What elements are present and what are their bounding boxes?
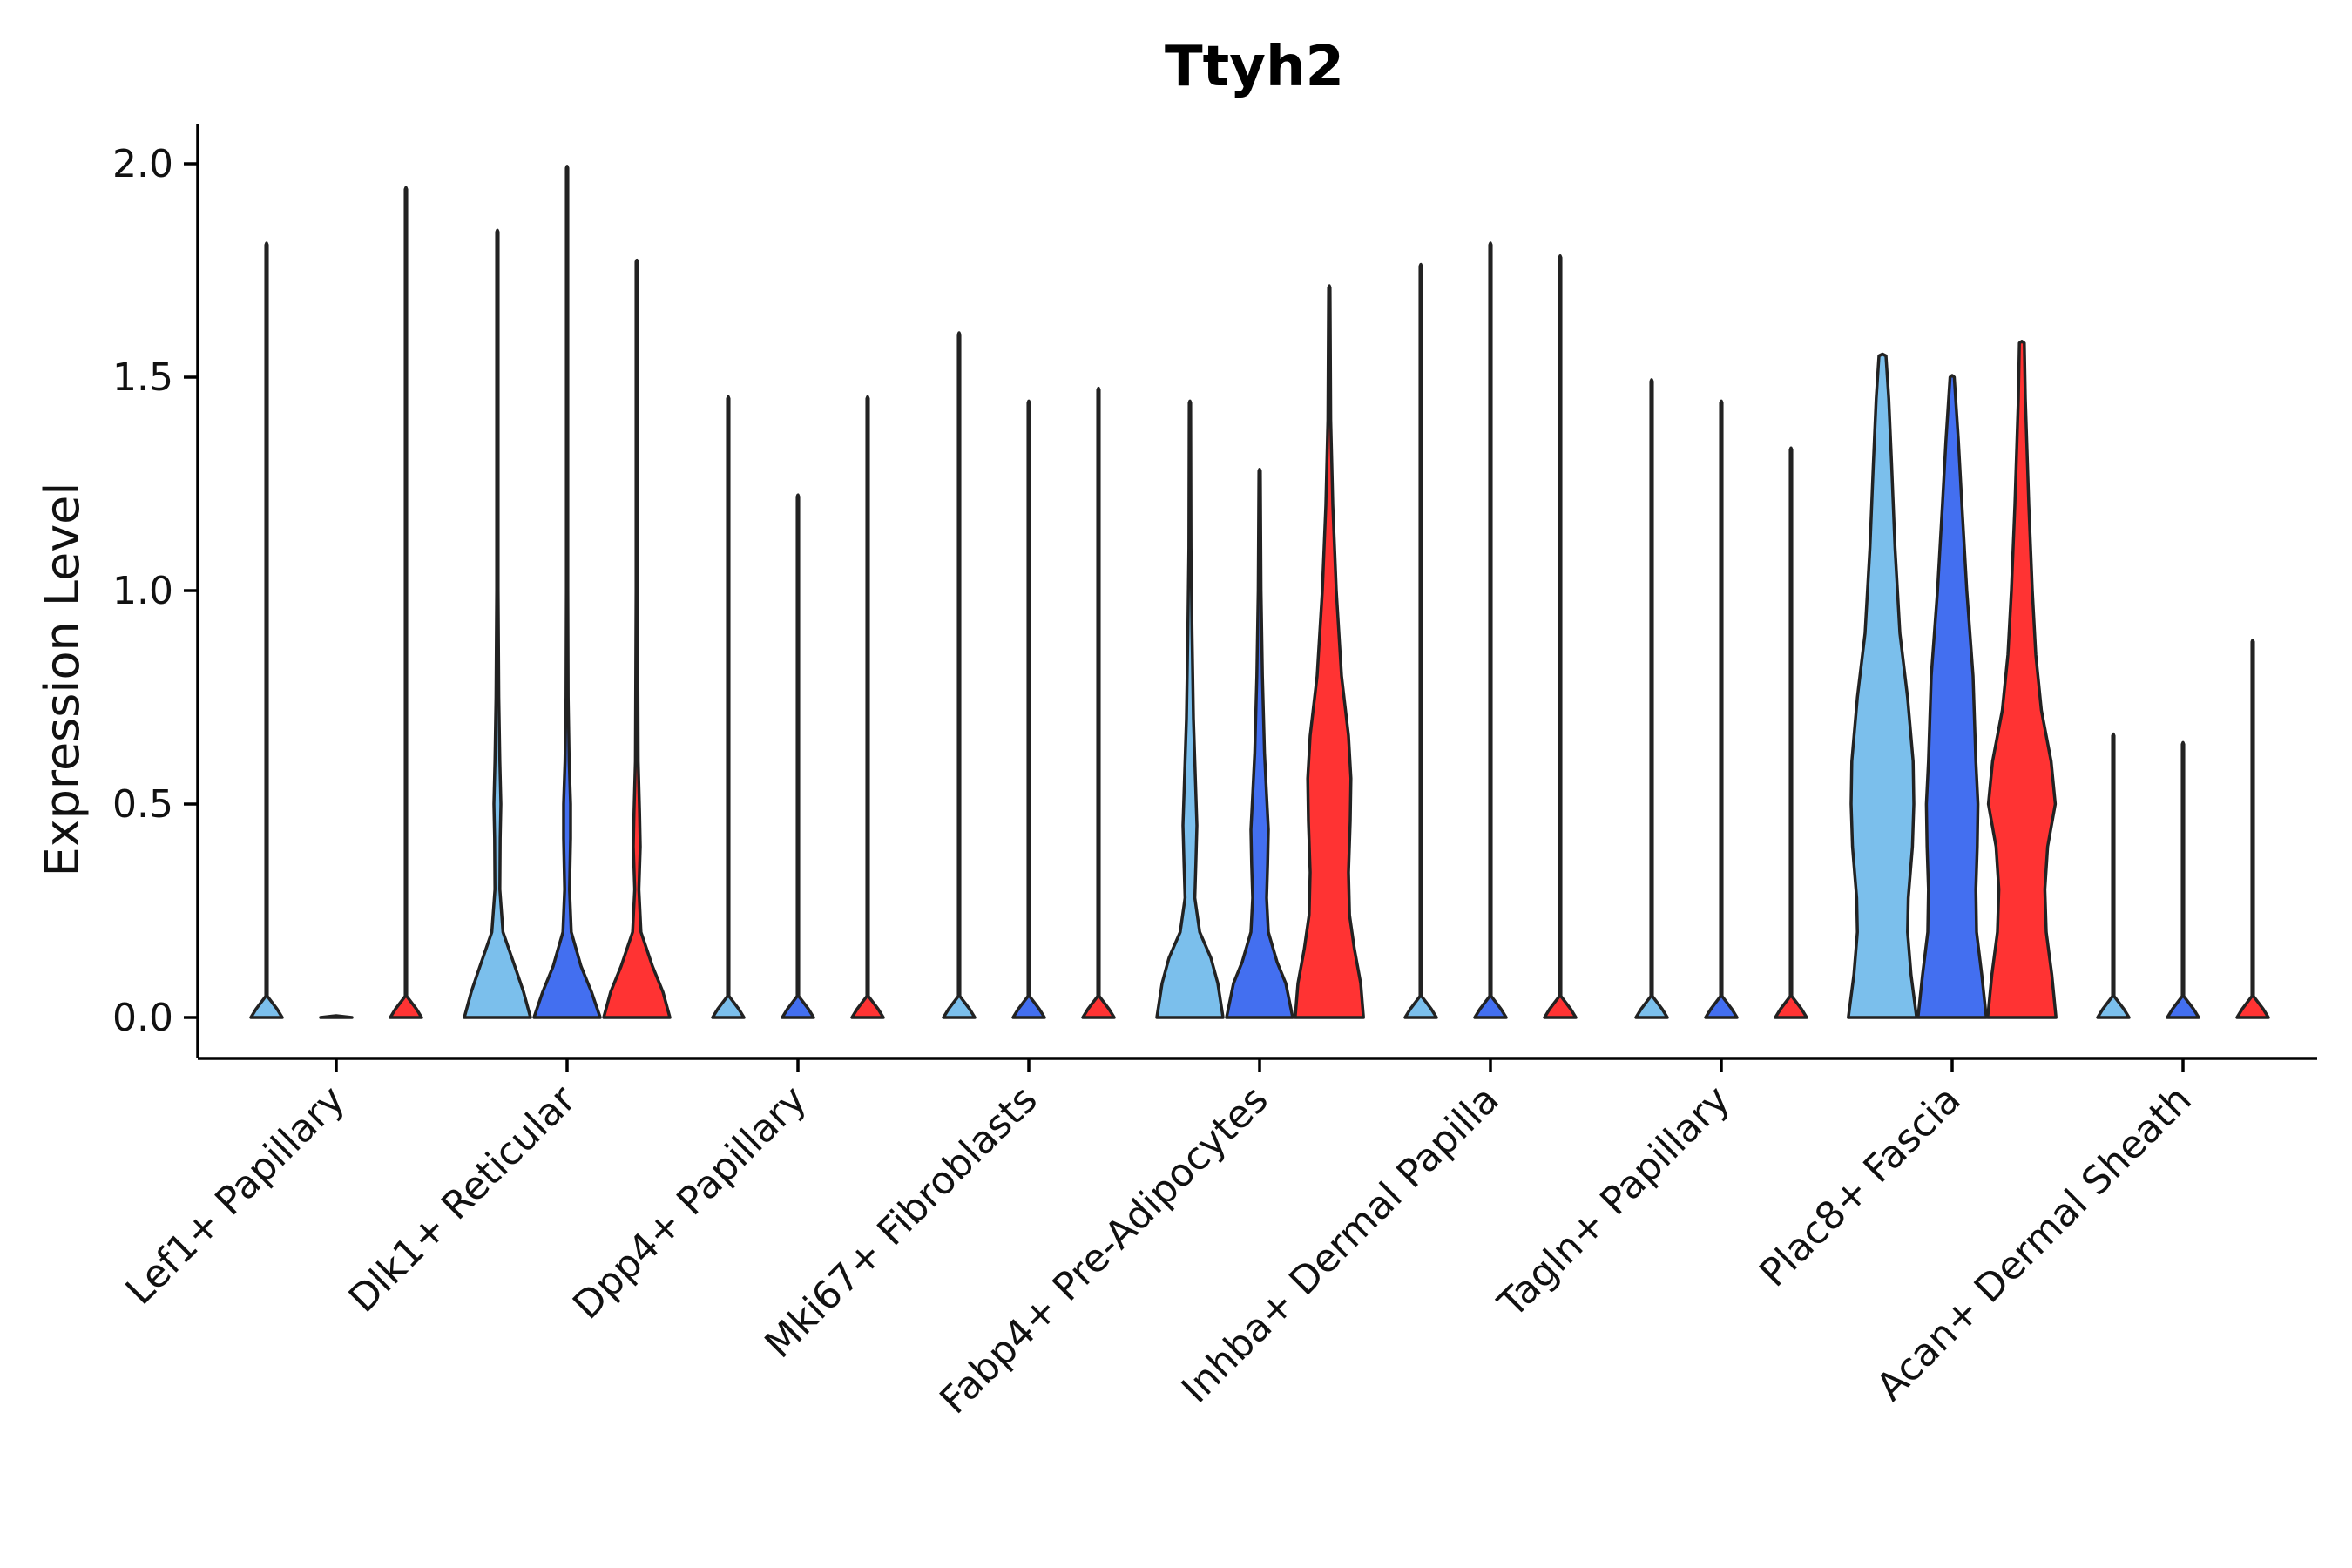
x-tick-label: Dpp4+ Papillary	[564, 1078, 815, 1328]
violin-8-1	[2166, 740, 2200, 1019]
violin-1-2	[602, 258, 672, 1019]
y-tick-label: 1.0	[112, 569, 173, 613]
violin-1-1	[532, 165, 602, 1019]
violin-4-2	[1294, 284, 1365, 1019]
violin-4-0	[1155, 399, 1225, 1019]
violin-2-2	[850, 395, 885, 1019]
violin-6-2	[1774, 446, 1808, 1019]
violin-2-1	[781, 493, 815, 1019]
violin-3-1	[1011, 399, 1046, 1019]
violin-0-2	[389, 186, 423, 1019]
y-axis-ticks: 0.0 0.5 1.0 1.5 2.0	[112, 142, 198, 1040]
violins-layer	[249, 165, 2270, 1019]
violin-0-1	[319, 1014, 354, 1019]
violin-6-0	[1634, 378, 1669, 1019]
violin-5-1	[1473, 241, 1508, 1019]
violin-2-0	[711, 395, 746, 1019]
violin-3-0	[942, 331, 977, 1019]
y-tick-label: 0.0	[112, 996, 173, 1040]
y-tick-label: 1.5	[112, 355, 173, 400]
y-tick-label: 2.0	[112, 142, 173, 186]
x-tick-label: Plac8+ Fascia	[1751, 1078, 1970, 1296]
violin-8-0	[2096, 732, 2131, 1019]
y-axis-title: Expression Level	[35, 483, 90, 877]
violin-7-1	[1916, 374, 1988, 1019]
violin-7-2	[1986, 340, 2058, 1019]
x-tick-label: Tagln+ Papillary	[1490, 1078, 1739, 1327]
x-tick-label: Lef1+ Papillary	[118, 1078, 354, 1314]
violin-8-2	[2235, 639, 2270, 1019]
violin-5-0	[1403, 262, 1438, 1019]
violin-4-1	[1225, 468, 1294, 1019]
x-tick-label: Dlk1+ Reticular	[341, 1077, 585, 1321]
y-tick-label: 0.5	[112, 782, 173, 827]
violin-6-1	[1704, 399, 1739, 1019]
violin-5-2	[1543, 254, 1578, 1019]
violin-1-0	[463, 228, 532, 1019]
violin-7-0	[1847, 352, 1918, 1019]
violin-3-2	[1081, 386, 1116, 1019]
chart-title: Ttyh2	[1165, 35, 1344, 99]
violin-0-0	[249, 241, 284, 1019]
